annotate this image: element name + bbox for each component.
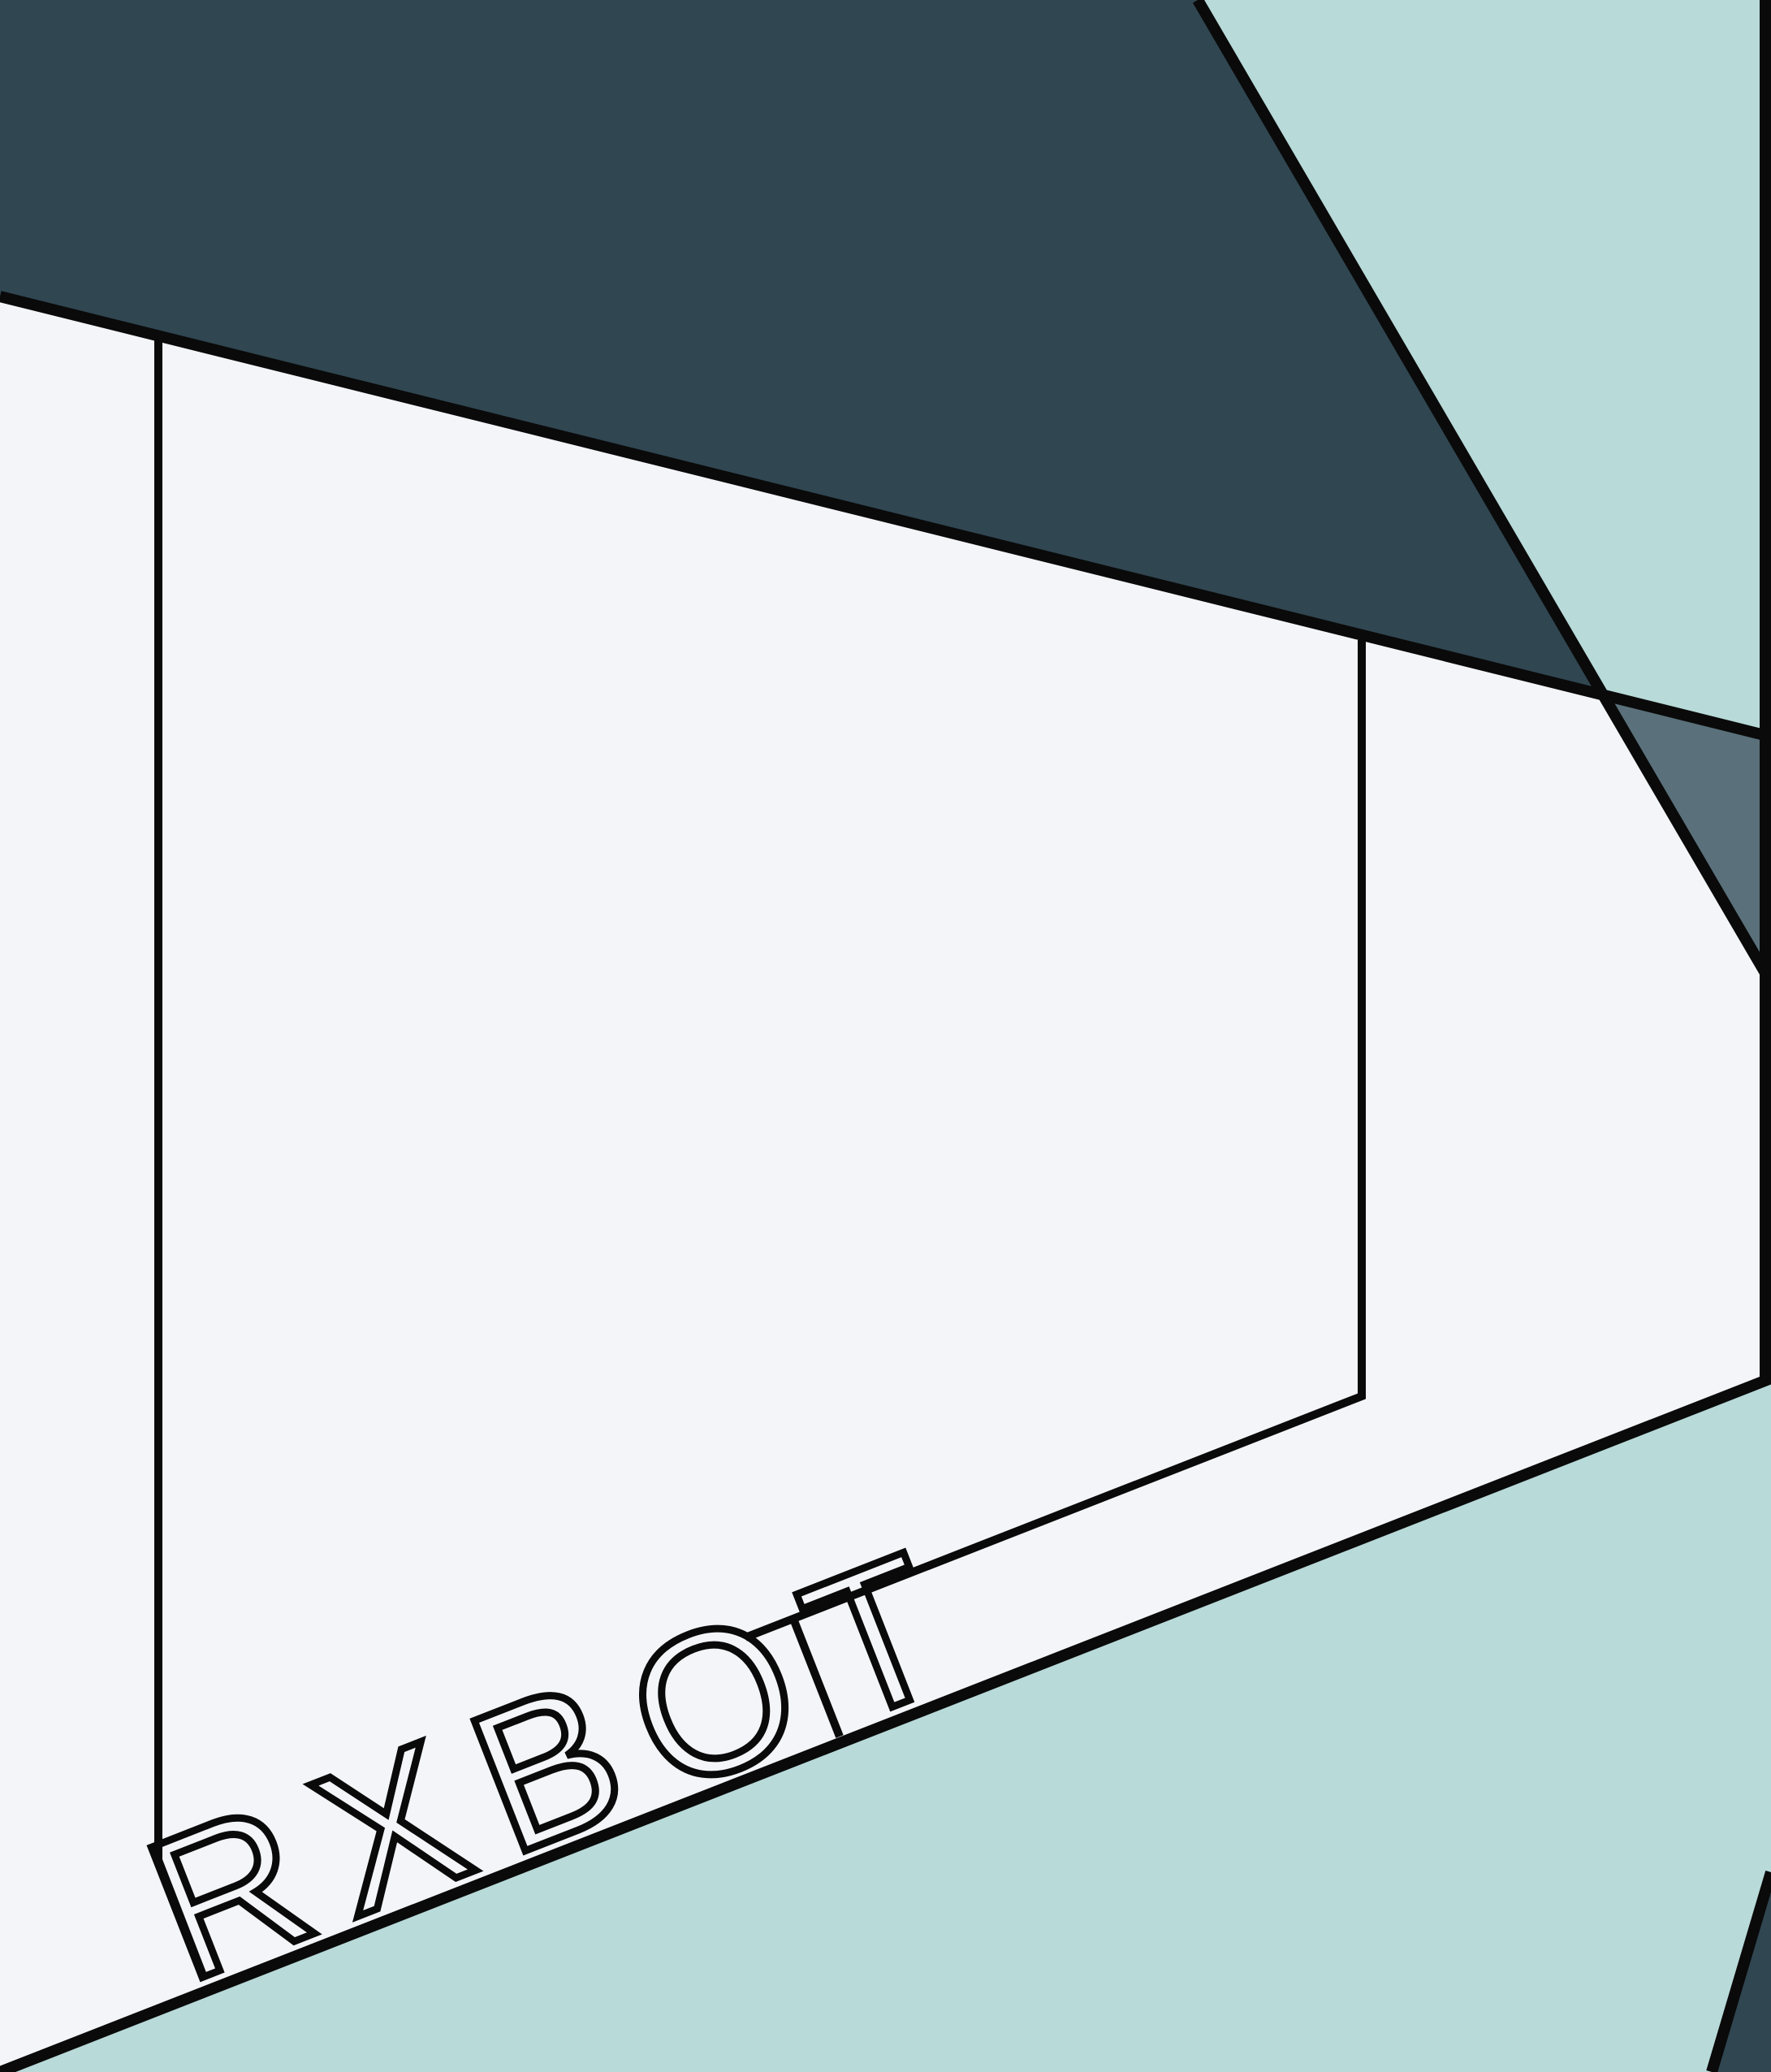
left-frame-line xyxy=(154,340,207,1977)
steep-diagonal-line xyxy=(1192,0,1771,986)
t-stem-line xyxy=(789,1617,844,1738)
mint-top-right-shape xyxy=(1198,0,1771,733)
right-frame-line xyxy=(744,640,1366,1642)
frame-lines xyxy=(154,340,1366,1977)
bottom-right-diagonal-line xyxy=(1706,1871,1771,2072)
bottom-diagonal-line xyxy=(0,1373,1771,2072)
top-diagonal-line xyxy=(0,291,1771,742)
navy-top-band xyxy=(0,0,1602,695)
